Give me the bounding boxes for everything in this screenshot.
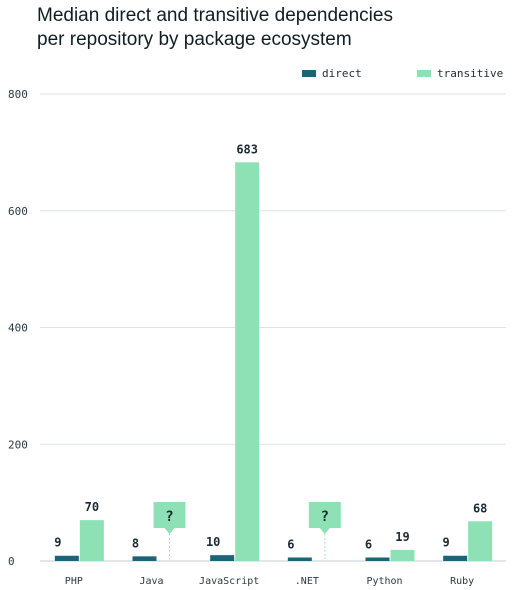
chart-title: Median direct and transitive dependencie… [37, 4, 507, 52]
legend-label-transitive: transitive [437, 67, 504, 80]
y-tick-label-200: 200 [8, 438, 28, 451]
y-tick-label-800: 800 [8, 88, 28, 101]
data-label-direct-1: 8 [132, 536, 139, 550]
data-label-transitive-4: 19 [395, 530, 409, 544]
x-tick-label-1: Java [139, 576, 163, 587]
bar-direct-3 [287, 557, 312, 561]
bar-transitive-4 [390, 549, 415, 561]
chart-legend: direct transitive [0, 67, 523, 83]
data-label-transitive-5: 68 [473, 501, 487, 515]
legend-swatch-transitive [417, 70, 431, 77]
bar-direct-0 [54, 555, 79, 561]
data-label-direct-0: 9 [54, 536, 61, 550]
bar-direct-4 [365, 557, 390, 561]
data-label-direct-5: 9 [443, 536, 450, 550]
legend-item-direct: direct [302, 67, 362, 80]
chart-title-line-2: per repository by package ecosystem [37, 29, 352, 50]
x-tick-label-5: Ruby [450, 576, 474, 587]
chart-title-line-1: Median direct and transitive dependencie… [37, 5, 393, 26]
data-label-direct-2: 10 [206, 535, 220, 549]
unknown-marker-1: ? [165, 509, 173, 525]
bar-transitive-2 [235, 162, 260, 561]
x-tick-label-4: Python [366, 576, 402, 587]
unknown-marker-3: ? [321, 509, 329, 525]
data-label-transitive-0: 70 [85, 500, 99, 514]
data-label-transitive-2: 683 [236, 142, 258, 156]
x-tick-label-2: JavaScript [199, 576, 259, 587]
bar-transitive-5 [468, 521, 493, 561]
y-tick-label-400: 400 [8, 322, 28, 335]
unknown-callout-1 [153, 502, 186, 534]
y-tick-label-600: 600 [8, 205, 28, 218]
legend-label-direct: direct [322, 67, 362, 80]
data-label-direct-4: 6 [365, 537, 372, 551]
x-tick-label-0: PHP [65, 576, 83, 587]
data-label-direct-3: 6 [287, 537, 294, 551]
legend-swatch-direct [302, 70, 316, 77]
bar-direct-1 [132, 556, 157, 561]
legend-item-transitive: transitive [417, 67, 503, 80]
unknown-callout-3 [308, 502, 341, 534]
y-tick-label-0: 0 [8, 555, 15, 568]
bar-transitive-0 [79, 520, 104, 561]
x-tick-label-3: .NET [295, 576, 319, 587]
bar-direct-2 [210, 555, 235, 561]
bar-direct-5 [443, 555, 468, 561]
